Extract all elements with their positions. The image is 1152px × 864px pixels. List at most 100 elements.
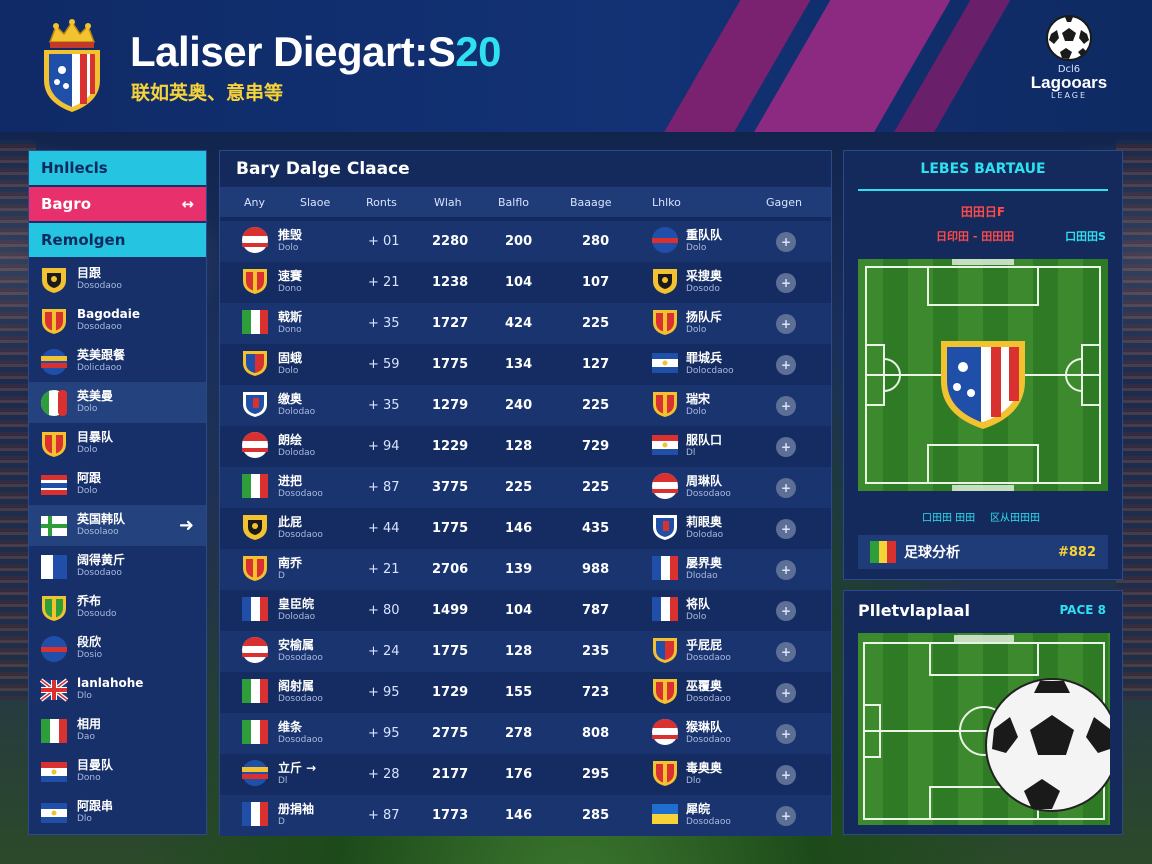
table-row[interactable]: 此屁 Dosodaoo + 44 1775 146 435 莉眼奥 Dolodao + (220, 508, 831, 549)
team-name: 阿跟 (77, 470, 102, 485)
home-flag (240, 636, 270, 668)
row-add-button[interactable]: + (776, 313, 796, 334)
stat-value: 104 (505, 603, 533, 618)
column-header[interactable]: Baaage (570, 195, 612, 209)
sidebar-team-item[interactable]: 段欣 Dosio (29, 628, 206, 669)
arrow-right-icon[interactable]: ➜ (178, 515, 194, 536)
row-add-button[interactable]: + (776, 600, 796, 621)
row-add-button[interactable]: + (776, 518, 796, 539)
sidebar-team-item[interactable]: 乔布 Dosoudo (29, 587, 206, 628)
row-add-button[interactable]: + (776, 354, 796, 375)
table-row[interactable]: 固蛾 Dolo + 59 1775 134 127 罪城兵 Dolocdaoo + (220, 344, 831, 385)
sidebar-tab-remolgen[interactable]: Remolgen (29, 223, 206, 257)
team-name: 南乔 (278, 556, 303, 570)
row-add-button[interactable]: + (776, 272, 796, 293)
sidebar-team-item[interactable]: lanlahohe Dlo (29, 669, 206, 710)
row-add-button[interactable]: + (776, 231, 796, 252)
round-rb-flag-icon (41, 635, 67, 662)
brand-tagline: Dcl6 (1057, 64, 1081, 75)
analysis-bar[interactable]: 足球分析 #882 (858, 535, 1108, 569)
table-row[interactable]: 进把 Dosodaoo + 87 3775 225 225 周琳队 Dosodaoo + (220, 467, 831, 508)
sidebar-team-item[interactable]: 英美跟餐 Dolicdaoo (29, 341, 206, 382)
row-add-button[interactable]: + (776, 477, 796, 498)
away-team: 将队 Dolo (686, 598, 710, 624)
sidebar-team-item[interactable]: 阿跟串 Dlo (29, 792, 206, 833)
sidebar-team-item[interactable]: 阿跟 Dolo (29, 464, 206, 505)
sidebar-team-item[interactable]: 阔得黄斤 Dosodaoo (29, 546, 206, 587)
row-add-button[interactable]: + (776, 682, 796, 703)
home-team: 推毁 Dolo (278, 229, 302, 255)
row-add-button[interactable]: + (776, 559, 796, 580)
team-name: 阔得黄斤 (77, 552, 126, 567)
row-add-button[interactable]: + (776, 723, 796, 744)
panel-title: Plletvlaplaal (858, 601, 970, 620)
sidebar-item-text: 英美跟餐 Dolicdaoo (77, 348, 125, 375)
away-team: 周琳队 Dosodaoo (686, 475, 731, 501)
team-name: 进把 (278, 474, 303, 488)
stat-value: 225 (505, 480, 533, 495)
panel-right-label: 口田田S (1065, 230, 1106, 243)
table-row[interactable]: 缴奥 Dolodao + 35 1279 240 225 瑞宋 Dolo + (220, 385, 831, 426)
sidebar-tab-bagro[interactable]: Bagro ↔ (29, 187, 206, 221)
column-header[interactable]: Slaoe (300, 195, 331, 209)
table-row[interactable]: 阁射属 Dosodaoo + 95 1729 155 723 巫覆奥 Dosodaoo + (220, 672, 831, 713)
stat-value: 988 (582, 562, 610, 577)
row-add-button[interactable]: + (776, 805, 796, 826)
column-header[interactable]: Gagen (766, 195, 802, 209)
table-row[interactable]: 维条 Dosodaoo + 95 2775 278 808 猴琳队 Dosodaoo + (220, 713, 831, 754)
sidebar-team-item[interactable]: 英国韩队 Dosolaoo ➜ (29, 505, 206, 546)
row-add-button[interactable]: + (776, 641, 796, 662)
table-row[interactable]: 册捐袖 D + 87 1773 146 285 犀皖 Dosodaoo + (220, 795, 831, 836)
away-team: 毒奥奥 Dlo (686, 762, 722, 788)
points-value: 2177 (432, 767, 469, 782)
team-sub: Dlo (686, 776, 701, 786)
table-row[interactable]: 立斤 → Dl + 28 2177 176 295 毒奥奥 Dlo + (220, 754, 831, 795)
row-add-button[interactable]: + (776, 764, 796, 785)
column-header[interactable]: Lhlko (652, 195, 681, 209)
team-sub: Dosodaoo (278, 530, 323, 540)
uk-flag-icon (39, 677, 69, 702)
table-row[interactable]: 安榆属 Dosodaoo + 24 1775 128 235 乎屁屁 Dosodaoo + (220, 631, 831, 672)
stat-value: 285 (582, 808, 610, 823)
row-add-button[interactable]: + (776, 436, 796, 457)
table-row[interactable]: 朗绘 Dolodao + 94 1229 128 729 服队口 Dl + (220, 426, 831, 467)
team-sub: Dosodaoo (77, 321, 122, 332)
away-flag (650, 636, 680, 668)
italy-flag-icon (41, 718, 67, 743)
home-flag (240, 677, 270, 709)
team-name: 朗绘 (278, 433, 303, 447)
crest-multi-flag-icon (243, 351, 267, 376)
column-header[interactable]: Wlah (434, 195, 462, 209)
column-header[interactable]: Balflo (498, 195, 530, 209)
sidebar-team-item[interactable]: 目暴队 Dolo (29, 423, 206, 464)
table-row[interactable]: 推毁 Dolo + 01 2280 200 280 重队队 Dolo + (220, 221, 831, 262)
table-row[interactable]: 戟斯 Dono + 35 1727 424 225 扬队斥 Dolo + (220, 303, 831, 344)
swap-arrows-icon[interactable]: ↔ (181, 195, 194, 213)
pitch-caption-right: 区从田田田 (990, 513, 1040, 524)
stat-value: 240 (505, 398, 533, 413)
diff-value: + 80 (368, 603, 400, 618)
sidebar-team-item[interactable]: 目跟 Dosodaoo (29, 259, 206, 300)
sidebar-team-item[interactable]: 相用 Dao (29, 710, 206, 751)
points-value: 3775 (432, 480, 469, 495)
sidebar-tab-highlights[interactable]: Hnllecls (29, 151, 206, 185)
italy-flag-icon (242, 720, 268, 744)
sidebar-item-text: 阔得黄斤 Dosodaoo (77, 552, 126, 580)
sidebar-team-item[interactable]: 目曼队 Dono (29, 751, 206, 792)
table-row[interactable]: 皇臣皖 Dolodao + 80 1499 104 787 将队 Dolo + (220, 590, 831, 631)
home-flag (240, 431, 270, 463)
diff-value: + 87 (368, 480, 400, 495)
stat-value: 435 (582, 521, 610, 536)
team-name: 推毁 (278, 228, 303, 242)
sidebar-item-text: 英国韩队 Dosolaoo (77, 512, 125, 539)
sidebar-team-item[interactable]: Bagodaie Dosodaoo (29, 300, 206, 341)
table-row[interactable]: 速賽 Dono + 21 1238 104 107 采搜奥 Dosodo + (220, 262, 831, 303)
team-sub: Dolo (686, 407, 707, 417)
team-name: 立斤 → (278, 761, 317, 775)
table-row[interactable]: 南乔 D + 21 2706 139 988 屡界奥 Dlodao + (220, 549, 831, 590)
column-header[interactable]: Any (244, 195, 266, 209)
column-header[interactable]: Ronts (366, 195, 397, 209)
row-add-button[interactable]: + (776, 395, 796, 416)
away-flag (650, 390, 680, 422)
sidebar-team-item[interactable]: 英美曼 Dolo (29, 382, 206, 423)
